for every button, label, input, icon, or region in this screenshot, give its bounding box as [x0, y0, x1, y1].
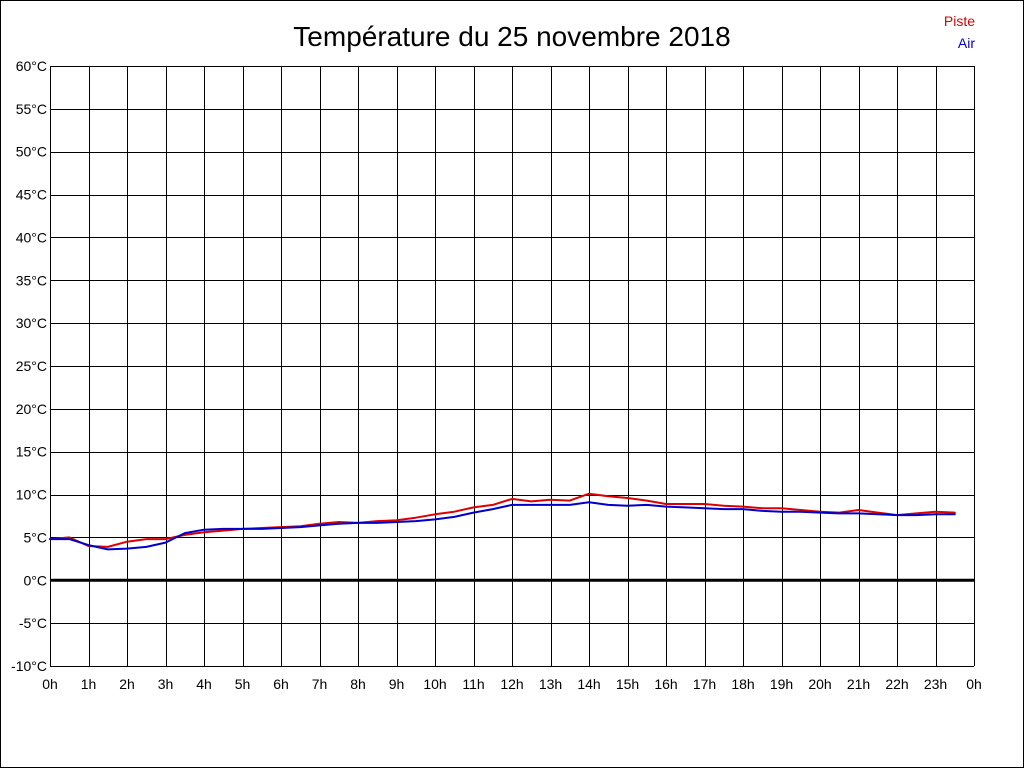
y-tick-label: -5°C [19, 615, 47, 631]
y-tick-label: 45°C [16, 187, 47, 203]
x-tick-label: 19h [770, 676, 793, 692]
y-tick-label: 20°C [16, 401, 47, 417]
x-tick-label: 18h [731, 676, 754, 692]
x-tick-label: 13h [539, 676, 562, 692]
y-tick-label: 60°C [16, 58, 47, 74]
x-tick-label: 0h [966, 676, 982, 692]
x-tick-label: 3h [158, 676, 174, 692]
legend: Piste Air [944, 13, 975, 51]
y-tick-label: 55°C [16, 101, 47, 117]
series-line-piste [49, 492, 956, 548]
y-tick-label: -10°C [11, 658, 47, 674]
legend-item-piste: Piste [944, 13, 975, 29]
x-tick-label: 8h [350, 676, 366, 692]
x-tick-label: 5h [235, 676, 251, 692]
x-tick-label: 14h [577, 676, 600, 692]
x-tick-label: 9h [389, 676, 405, 692]
legend-item-air: Air [958, 35, 975, 51]
x-tick-label: 17h [693, 676, 716, 692]
x-tick-label: 6h [273, 676, 289, 692]
series-line-air [49, 501, 956, 551]
x-tick-label: 4h [196, 676, 212, 692]
y-tick-label: 50°C [16, 144, 47, 160]
y-tick-label: 15°C [16, 444, 47, 460]
y-tick-label: 5°C [24, 529, 48, 545]
x-tick-label: 11h [462, 676, 484, 692]
x-tick-label: 20h [808, 676, 831, 692]
x-tick-label: 16h [654, 676, 677, 692]
x-tick-label: 1h [81, 676, 97, 692]
grid-lines [50, 66, 975, 667]
x-axis-ticks: 0h 1h 2h 3h 4h 5h 6h 7h 8h 9h 10h 11h 12h 13h 14h 15h 16… [42, 676, 982, 692]
series-lines [49, 492, 956, 551]
chart-title: Température du 25 novembre 2018 [293, 21, 730, 52]
x-tick-label: 0h [42, 676, 58, 692]
y-tick-label: 40°C [16, 229, 47, 245]
x-tick-label: 21h [847, 676, 870, 692]
y-tick-label: 0°C [24, 572, 48, 588]
y-tick-label: 30°C [16, 315, 47, 331]
x-tick-label: 7h [312, 676, 328, 692]
x-tick-label: 12h [500, 676, 523, 692]
x-tick-label: 22h [885, 676, 908, 692]
x-tick-label: 15h [616, 676, 639, 692]
y-tick-label: 10°C [16, 487, 47, 503]
y-axis-ticks: -10°C -5°C 0°C 5°C 10°C 15°C 20°C 25°C 30°C 35°C 4… [11, 58, 47, 674]
y-tick-label: 25°C [16, 358, 47, 374]
x-tick-label: 10h [423, 676, 446, 692]
y-tick-label: 35°C [16, 272, 47, 288]
x-tick-label: 2h [119, 676, 135, 692]
x-tick-label: 23h [924, 676, 947, 692]
